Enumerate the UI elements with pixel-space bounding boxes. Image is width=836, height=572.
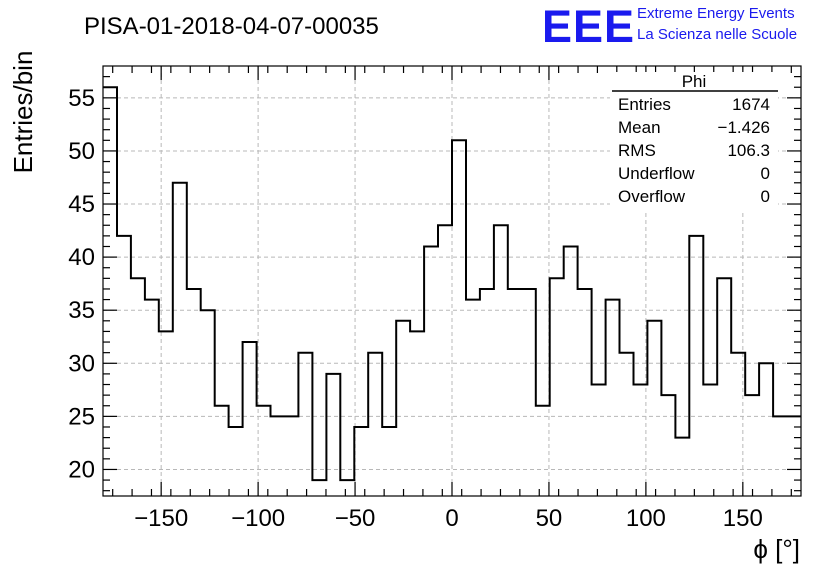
y-tick-label: 50 [68, 138, 95, 165]
y-tick-label: 55 [68, 85, 95, 112]
histogram-bin [661, 395, 675, 496]
histogram-bin [312, 480, 326, 496]
histogram-bin [271, 416, 285, 496]
histogram-bin [466, 300, 480, 496]
stats-value-underflow: 0 [761, 164, 770, 183]
stats-box: Phi Entries 1674 Mean −1.426 RMS 106.3 U… [610, 72, 778, 212]
y-tick-label: 25 [68, 403, 95, 430]
histogram-bin [257, 406, 271, 496]
histogram-bin [592, 385, 606, 496]
histogram-bin [396, 321, 410, 496]
x-tick-label: −100 [231, 505, 285, 532]
histogram-bin [117, 236, 131, 496]
chart-title: PISA-01-2018-04-07-00035 [84, 13, 379, 40]
histogram-bin [703, 385, 717, 496]
histogram-bin [773, 416, 787, 496]
stats-label-underflow: Underflow [618, 164, 695, 183]
x-tick-label: 0 [445, 505, 458, 532]
stats-label-rms: RMS [618, 141, 656, 160]
stats-value-entries: 1674 [732, 95, 770, 114]
x-tick-label: −50 [335, 505, 376, 532]
eee-logo: EEE [542, 1, 635, 52]
stats-label-mean: Mean [618, 118, 661, 137]
histogram-line [103, 86, 801, 482]
x-axis-label: ϕ [°] [753, 534, 800, 564]
histogram-bin [131, 278, 145, 496]
histogram-bin [187, 289, 201, 496]
histogram-bin [354, 427, 368, 496]
histogram-bin [284, 416, 298, 496]
x-tick-label: 150 [723, 505, 763, 532]
histogram-bin [508, 289, 522, 496]
histogram-bin [689, 236, 703, 496]
x-tick-label: 100 [626, 505, 666, 532]
tick-label-layer: −150 −100 −50 0 50 100 150 20 25 30 35 40 45 50 55 [68, 85, 763, 532]
histogram-bin [145, 300, 159, 496]
histogram-bin [620, 353, 634, 496]
histogram-bin [438, 225, 452, 496]
histogram-bin [745, 395, 759, 496]
tick-layer [103, 66, 801, 496]
histogram-bin [480, 289, 494, 496]
histogram-bin [243, 342, 257, 496]
x-tick-label: −150 [134, 505, 188, 532]
stats-label-overflow: Overflow [618, 187, 686, 206]
histogram-bin [382, 427, 396, 496]
histogram-bin [410, 331, 424, 496]
histogram-bin [201, 310, 215, 496]
histogram-bin [298, 353, 312, 496]
stats-value-overflow: 0 [761, 187, 770, 206]
y-tick-label: 45 [68, 191, 95, 218]
histogram-bin [731, 353, 745, 496]
stats-box-background [610, 72, 778, 212]
histogram-bin [229, 427, 243, 496]
histogram-bin [675, 438, 689, 496]
histogram-bin [564, 246, 578, 496]
histogram-bin [452, 140, 466, 496]
histogram-bin [550, 278, 564, 496]
histogram-bin [606, 300, 620, 496]
histogram-bin [368, 353, 382, 496]
histogram-bin [215, 406, 229, 496]
histogram-bin [633, 385, 647, 496]
histogram-bin [340, 480, 354, 496]
histogram-bin [522, 289, 536, 496]
histogram-bin [326, 374, 340, 496]
y-tick-label: 40 [68, 244, 95, 271]
y-axis-label: Entries/bin [8, 51, 38, 174]
logo-subtitle-line1: Extreme Energy Events [637, 5, 795, 22]
histogram-bin [173, 183, 187, 496]
histogram-bin [103, 87, 117, 496]
x-tick-label: 50 [536, 505, 563, 532]
y-tick-label: 35 [68, 297, 95, 324]
y-tick-label: 20 [68, 456, 95, 483]
histogram-bin [578, 289, 592, 496]
histogram-bin [717, 278, 731, 496]
stats-label-entries: Entries [618, 95, 671, 114]
histogram-bin [759, 363, 773, 496]
stats-value-rms: 106.3 [727, 141, 770, 160]
histogram-bin [536, 406, 550, 496]
stats-value-mean: −1.426 [718, 118, 770, 137]
histogram-bin [647, 321, 661, 496]
histogram-bin [424, 246, 438, 496]
histogram-bin [787, 416, 801, 496]
histogram-bin [159, 331, 173, 496]
histogram-bin [494, 225, 508, 496]
y-tick-label: 30 [68, 350, 95, 377]
logo-subtitle-line2: La Scienza nelle Scuole [637, 26, 797, 43]
stats-box-title: Phi [682, 72, 707, 91]
